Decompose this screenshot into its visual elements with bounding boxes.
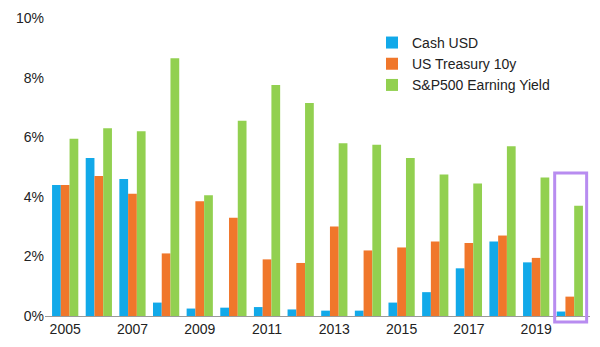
- svg-text:2011: 2011: [252, 321, 282, 337]
- svg-text:Cash USD: Cash USD: [412, 35, 478, 51]
- svg-text:2005: 2005: [50, 321, 81, 337]
- svg-text:2013: 2013: [319, 321, 350, 337]
- svg-text:2019: 2019: [521, 321, 552, 337]
- svg-text:10%: 10%: [16, 10, 44, 26]
- svg-text:8%: 8%: [24, 70, 44, 86]
- svg-text:2009: 2009: [184, 321, 215, 337]
- svg-text:S&P500 Earning Yield: S&P500 Earning Yield: [412, 77, 550, 93]
- svg-text:US Treasury 10y: US Treasury 10y: [412, 56, 516, 72]
- svg-text:0%: 0%: [24, 308, 44, 324]
- svg-text:2015: 2015: [386, 321, 417, 337]
- svg-text:2017: 2017: [453, 321, 484, 337]
- svg-text:2%: 2%: [24, 248, 44, 264]
- svg-text:4%: 4%: [24, 189, 44, 205]
- svg-text:6%: 6%: [24, 129, 44, 145]
- svg-text:2007: 2007: [117, 321, 148, 337]
